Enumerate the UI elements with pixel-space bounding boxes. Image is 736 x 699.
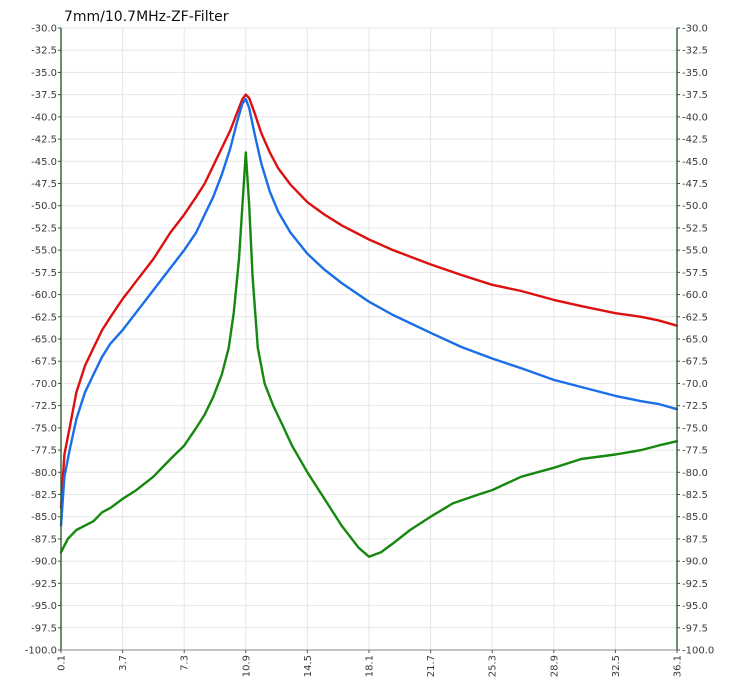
- x-axis-ticks: 0.1 3.7 7.3 10.9 14.5 18.1 21.7 25.3 28.9 32.5 36.…: [57, 650, 684, 677]
- y-tick-label-right: -87.5: [682, 534, 708, 545]
- y-tick-label-left: -32.5: [31, 46, 57, 57]
- y-tick-label-left: -35.0: [31, 68, 57, 79]
- y-tick-label-right: -40.0: [682, 112, 708, 123]
- y-tick-label-left: -50.0: [31, 201, 57, 212]
- y-tick-label-left: -65.0: [31, 335, 57, 346]
- grid-lines: [60, 27, 678, 651]
- y-tick-label-right: -45.0: [682, 157, 708, 168]
- y-tick-label-left: -62.5: [31, 312, 57, 323]
- y-tick-label-right: -55.0: [682, 246, 708, 257]
- y-tick-label-left: -80.0: [31, 468, 57, 479]
- y-tick-label-right: -52.5: [682, 223, 708, 234]
- y-tick-label-left: -82.5: [31, 490, 57, 501]
- series-line-3: [59, 151, 679, 558]
- y-tick-label-right: -80.0: [682, 468, 708, 479]
- y-tick-label-right: -57.5: [682, 268, 708, 279]
- y-tick-label-right: -77.5: [682, 446, 708, 457]
- chart-title: 7mm/10.7MHz-ZF-Filter: [64, 9, 229, 25]
- y-tick-label-right: -82.5: [682, 490, 708, 501]
- y-tick-label-left: -57.5: [31, 268, 57, 279]
- y-axis-left-ticks: -30.0 -32.5 -35.0 -37.5 -40.0 -42.5 -45.0 -47.5…: [25, 24, 61, 657]
- y-tick-label-right: -100.0: [682, 646, 714, 657]
- y-tick-label-right: -95.0: [682, 601, 708, 612]
- x-tick-label: 28.9: [549, 655, 560, 677]
- y-tick-label-right: -65.0: [682, 335, 708, 346]
- x-tick-label: 32.5: [611, 655, 622, 677]
- y-tick-label-left: -60.0: [31, 290, 57, 301]
- y-tick-label-right: -85.0: [682, 512, 708, 523]
- series-line-2: [59, 97, 679, 527]
- y-tick-label-right: -47.5: [682, 179, 708, 190]
- y-tick-label-left: -37.5: [31, 90, 57, 101]
- y-tick-label-right: -62.5: [682, 312, 708, 323]
- y-tick-label-left: -85.0: [31, 512, 57, 523]
- y-tick-label-right: -32.5: [682, 46, 708, 57]
- y-tick-label-left: -97.5: [31, 623, 57, 634]
- y-tick-label-right: -75.0: [682, 423, 708, 434]
- y-tick-label-right: -50.0: [682, 201, 708, 212]
- y-tick-label-left: -90.0: [31, 557, 57, 568]
- y-tick-label-right: -90.0: [682, 557, 708, 568]
- y-tick-label-left: -45.0: [31, 157, 57, 168]
- y-tick-label-right: -42.5: [682, 135, 708, 146]
- y-tick-label-left: -42.5: [31, 135, 57, 146]
- x-tick-label: 21.7: [426, 655, 437, 677]
- y-tick-label-right: -72.5: [682, 401, 708, 412]
- x-tick-label: 18.1: [365, 655, 376, 677]
- y-tick-label-left: -55.0: [31, 246, 57, 257]
- y-tick-label-right: -60.0: [682, 290, 708, 301]
- y-tick-label-right: -30.0: [682, 24, 708, 35]
- y-axis-right-ticks: -30.0 -32.5 -35.0 -37.5 -40.0 -42.5 -45.0 -47.5…: [677, 24, 714, 657]
- x-tick-label: 7.3: [180, 655, 191, 671]
- y-tick-label-right: -70.0: [682, 379, 708, 390]
- y-tick-label-right: -67.5: [682, 357, 708, 368]
- y-tick-label-left: -30.0: [31, 24, 57, 35]
- y-tick-label-right: -92.5: [682, 579, 708, 590]
- x-tick-label: 36.1: [673, 655, 684, 677]
- y-tick-label-right: -97.5: [682, 623, 708, 634]
- y-tick-label-right: -37.5: [682, 90, 708, 101]
- y-tick-label-left: -100.0: [25, 646, 57, 657]
- y-tick-label-left: -95.0: [31, 601, 57, 612]
- y-tick-label-right: -35.0: [682, 68, 708, 79]
- y-tick-label-left: -92.5: [31, 579, 57, 590]
- y-tick-label-left: -87.5: [31, 534, 57, 545]
- y-tick-label-left: -47.5: [31, 179, 57, 190]
- series-lines: [59, 93, 679, 558]
- y-tick-label-left: -70.0: [31, 379, 57, 390]
- y-tick-label-left: -67.5: [31, 357, 57, 368]
- series-line-1: [59, 93, 679, 509]
- y-tick-label-left: -40.0: [31, 112, 57, 123]
- y-tick-label-left: -75.0: [31, 423, 57, 434]
- y-tick-label-left: -72.5: [31, 401, 57, 412]
- y-tick-label-left: -52.5: [31, 223, 57, 234]
- x-tick-label: 3.7: [118, 655, 129, 671]
- x-tick-label: 25.3: [488, 655, 499, 677]
- x-tick-label: 0.1: [57, 655, 68, 671]
- y-tick-label-left: -77.5: [31, 446, 57, 457]
- x-tick-label: 10.9: [241, 655, 252, 677]
- x-tick-label: 14.5: [303, 655, 314, 677]
